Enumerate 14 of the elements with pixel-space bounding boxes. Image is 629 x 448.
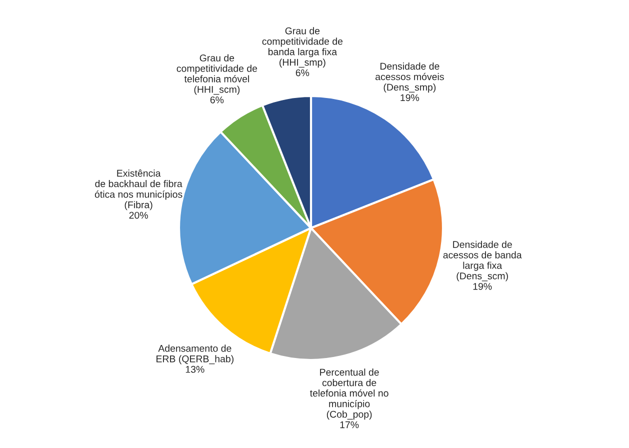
data-label: 17%	[340, 421, 359, 428]
data-label: 19%	[473, 282, 492, 290]
slice-label: Densidade de acessos móveis (Dens_smp)	[376, 62, 444, 93]
slice-label: Densidade de acessos de banda larga fixa (Dens_scm)	[443, 240, 522, 282]
data-label: 19%	[400, 94, 420, 102]
slice-label: Percentual de cobertura de telefonia móvel no município (Cob_pop)	[310, 368, 388, 420]
data-label: 20%	[129, 212, 148, 219]
data-label: 6%	[296, 69, 310, 76]
slice-label: Existência de backhaul de fibra ótica nos municípios (Fibra)	[94, 170, 182, 210]
data-label: 6%	[210, 96, 224, 104]
slice-label: Grau de competitividade de telefonia móvel (HHI_scm)	[176, 54, 258, 95]
slice-label: Adensamento de ERB (QERB_hab)	[156, 344, 234, 364]
slice-label: Grau de competitividade de banda larga fixa (HHI_smp)	[262, 27, 343, 68]
data-label: 13%	[186, 366, 204, 373]
